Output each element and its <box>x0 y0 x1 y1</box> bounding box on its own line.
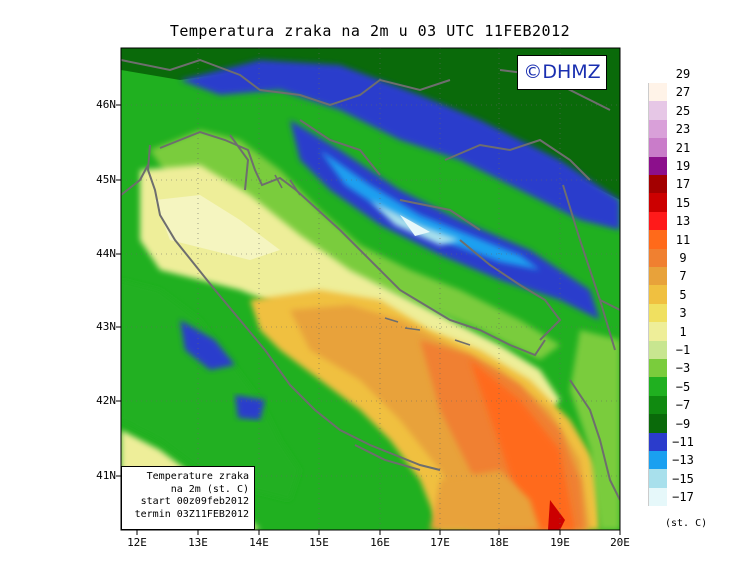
legend-unit: (st. C) <box>665 518 708 529</box>
legend-label: 1 <box>679 324 687 339</box>
legend-swatch <box>648 119 667 139</box>
legend-swatch <box>648 138 667 157</box>
legend-swatch <box>648 451 667 470</box>
legend-swatch <box>648 230 667 249</box>
legend-swatch <box>648 377 667 396</box>
legend-swatch <box>648 359 667 378</box>
legend-swatch <box>648 267 667 286</box>
legend-swatch <box>648 395 667 415</box>
legend-swatch <box>648 322 667 341</box>
legend-label: 17 <box>675 177 691 192</box>
legend-swatch <box>648 193 667 212</box>
legend-swatch <box>648 83 667 102</box>
legend-label: −11 <box>672 435 694 449</box>
legend-swatch <box>648 432 667 451</box>
legend-swatch <box>648 285 667 304</box>
legend-swatch <box>648 487 667 507</box>
map-title: Temperatura zraka na 2m u 03 UTC 11FEB20… <box>169 22 571 40</box>
info-line: na 2m (st. C) <box>170 483 249 495</box>
legend-label: −5 <box>675 379 691 394</box>
legend-swatch <box>648 303 667 323</box>
lon-label: 12E <box>127 536 147 549</box>
lon-label: 17E <box>430 536 450 549</box>
plot-frame <box>120 47 621 531</box>
axis-ticks <box>116 104 621 535</box>
legend-label: 11 <box>675 232 691 247</box>
lon-label: 20E <box>610 536 630 549</box>
legend-swatch <box>648 414 667 433</box>
legend-swatch <box>648 340 667 359</box>
info-box: Temperature zraka na 2m (st. C) start 00… <box>121 466 255 530</box>
lat-label: 42N <box>96 394 116 407</box>
legend-swatch <box>648 175 667 194</box>
legend-label: −15 <box>672 471 694 486</box>
info-line: start 00z09feb2012 <box>140 496 249 507</box>
temperature-field <box>121 48 620 530</box>
legend-label: 21 <box>675 140 691 155</box>
legend-label: −7 <box>675 398 691 413</box>
legend-swatch <box>648 248 667 267</box>
legend-label: −13 <box>672 453 694 468</box>
graticule <box>121 48 620 530</box>
lat-label: 45N <box>96 173 116 186</box>
copyright-badge: ©DHMZ <box>517 55 607 90</box>
legend-label: 13 <box>675 214 691 229</box>
legend-label: 7 <box>679 269 687 284</box>
lat-label: 41N <box>96 469 116 482</box>
legend-label: −3 <box>675 361 691 376</box>
legend-label: 29 <box>675 67 691 81</box>
legend-label: 19 <box>675 159 691 173</box>
lon-label: 15E <box>309 536 329 549</box>
lon-label: 13E <box>188 536 208 549</box>
lon-label: 14E <box>249 536 269 549</box>
lon-label: 18E <box>489 536 509 549</box>
info-line: Temperature zraka <box>146 471 249 482</box>
lon-label: 19E <box>550 536 570 549</box>
legend-swatch <box>648 469 667 488</box>
lon-label: 16E <box>370 536 390 549</box>
legend-label: −17 <box>672 490 694 505</box>
legend-swatch <box>648 211 667 231</box>
legend-label: 3 <box>679 306 687 321</box>
legend-label: −1 <box>675 343 691 357</box>
legend-swatch <box>648 101 667 120</box>
islands <box>274 174 471 346</box>
lat-label: 46N <box>96 98 116 111</box>
legend-label: −9 <box>675 416 691 431</box>
legend-label: 25 <box>675 103 691 118</box>
legend-label: 23 <box>675 122 691 137</box>
legend-label: 5 <box>679 287 687 302</box>
legend-swatch <box>648 156 667 175</box>
legend-label: 9 <box>679 251 687 265</box>
legend-label: 15 <box>675 195 691 210</box>
lat-label: 44N <box>96 247 116 260</box>
info-line: termin 03Z11FEB2012 <box>134 508 249 520</box>
legend-label: 27 <box>675 85 691 100</box>
lat-label: 43N <box>96 320 116 333</box>
